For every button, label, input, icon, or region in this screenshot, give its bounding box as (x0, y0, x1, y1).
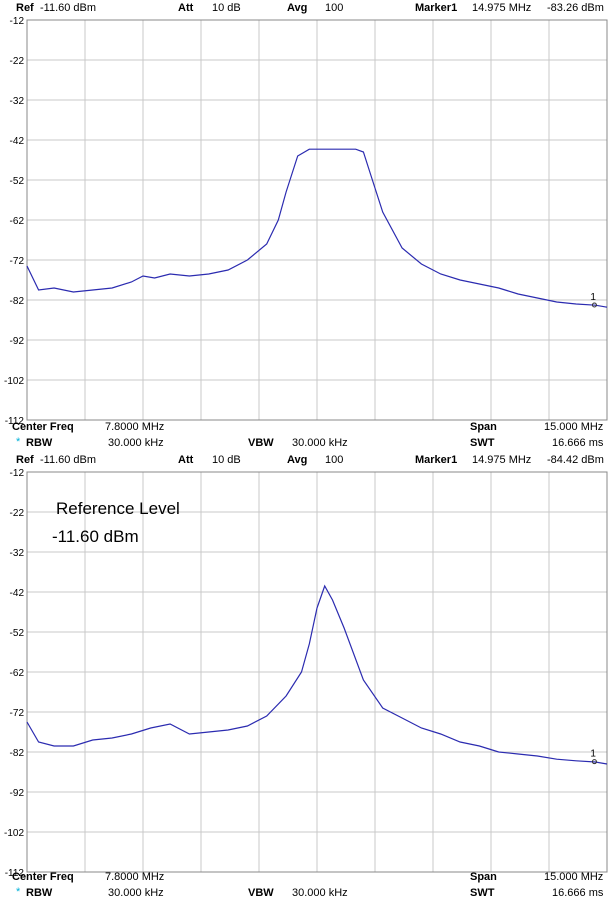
plot-frame (26, 19, 608, 421)
center-freq-value: 7.8000 MHz (105, 421, 165, 433)
span-value: 15.000 MHz (544, 421, 604, 433)
att-label: Att (178, 454, 194, 466)
avg-value: 100 (325, 454, 344, 466)
panel-2-footer: Center Freq 7.8000 MHz Span 15.000 MHz *… (0, 870, 608, 902)
att-value: 10 dB (212, 454, 241, 466)
y-tick-label: -52 (10, 176, 25, 187)
panel-1-header: Ref -11.60 dBm Att 10 dB Avg 100 Marker1… (0, 0, 608, 16)
y-tick-label: -112 (5, 868, 25, 876)
marker-level: -84.42 dBm (547, 454, 604, 466)
vbw-value: 30.000 kHz (292, 887, 348, 899)
rbw-star-icon: * (16, 886, 21, 898)
y-tick-label: -102 (4, 376, 24, 387)
y-tick-label: -42 (10, 588, 25, 599)
y-tick-label: -112 (5, 416, 25, 424)
reference-level-note-value: -11.60 dBm (52, 527, 139, 546)
spectrum-trace (26, 584, 608, 765)
spectrum-plot-1: -12 -22 -32 -42 -52 -62 -72 -82 -92 -102 -112 1 (4, 16, 608, 424)
y-tick-label: -72 (10, 708, 25, 719)
y-tick-label: -22 (10, 56, 25, 67)
rbw-star-icon: * (16, 436, 21, 448)
y-tick-label: -102 (4, 828, 24, 839)
swt-value: 16.666 ms (552, 437, 604, 449)
y-tick-label: -82 (10, 296, 25, 307)
att-label: Att (178, 2, 194, 14)
rbw-value: 30.000 kHz (108, 887, 164, 899)
spectrum-trace (26, 148, 608, 308)
marker-point (591, 759, 597, 765)
y-tick-label: -62 (10, 216, 25, 227)
rbw-label: RBW (26, 887, 53, 899)
ref-label: Ref (16, 454, 34, 466)
y-tick-label: -42 (10, 136, 25, 147)
center-freq-label: Center Freq (12, 421, 74, 433)
swt-label: SWT (470, 437, 495, 449)
analyzer-panel-2: Ref -11.60 dBm Att 10 dB Avg 100 Marker1… (0, 452, 608, 903)
y-tick-label: -12 (10, 16, 25, 27)
plot-frame (26, 471, 608, 873)
vbw-value: 30.000 kHz (292, 437, 348, 449)
ref-label: Ref (16, 2, 34, 14)
y-tick-label: -12 (10, 468, 25, 479)
avg-value: 100 (325, 2, 344, 14)
analyzer-panel-1: Ref -11.60 dBm Att 10 dB Avg 100 Marker1… (0, 0, 608, 452)
ref-value: -11.60 dBm (40, 2, 97, 14)
att-value: 10 dB (212, 2, 241, 14)
y-tick-label: -72 (10, 256, 25, 267)
swt-label: SWT (470, 887, 495, 899)
y-tick-label: -32 (10, 548, 25, 559)
center-freq-label: Center Freq (12, 871, 74, 883)
marker-label: Marker1 (415, 2, 458, 14)
avg-label: Avg (287, 454, 308, 466)
vbw-label: VBW (248, 887, 274, 899)
marker-level: -83.26 dBm (547, 2, 604, 14)
ref-value: -11.60 dBm (40, 454, 97, 466)
spectrum-plot-2: -12 -22 -32 -42 -52 -62 -72 -82 -92 -102 -112 1 (4, 468, 608, 876)
avg-label: Avg (287, 2, 308, 14)
y-tick-label: -62 (10, 668, 25, 679)
y-tick-label: -52 (10, 628, 25, 639)
marker-freq: 14.975 MHz (472, 2, 532, 14)
rbw-label: RBW (26, 437, 53, 449)
marker-point (591, 302, 597, 308)
swt-value: 16.666 ms (552, 887, 604, 899)
span-label: Span (470, 871, 497, 883)
center-freq-value: 7.8000 MHz (105, 871, 165, 883)
y-tick-label: -22 (10, 508, 25, 519)
panel-1-footer: Center Freq 7.8000 MHz Span 15.000 MHz *… (0, 420, 608, 452)
marker-label: Marker1 (415, 454, 458, 466)
span-label: Span (470, 421, 497, 433)
marker-number-label: 1 (590, 292, 596, 303)
reference-level-note: Reference Level (56, 499, 180, 518)
y-tick-label: -32 (10, 96, 25, 107)
vbw-label: VBW (248, 437, 274, 449)
y-tick-label: -92 (10, 336, 25, 347)
span-value: 15.000 MHz (544, 871, 604, 883)
y-tick-label: -92 (10, 788, 25, 799)
rbw-value: 30.000 kHz (108, 437, 164, 449)
panel-2-header: Ref -11.60 dBm Att 10 dB Avg 100 Marker1… (0, 452, 608, 468)
marker-freq: 14.975 MHz (472, 454, 532, 466)
y-tick-label: -82 (10, 748, 25, 759)
marker-number-label: 1 (590, 749, 596, 760)
